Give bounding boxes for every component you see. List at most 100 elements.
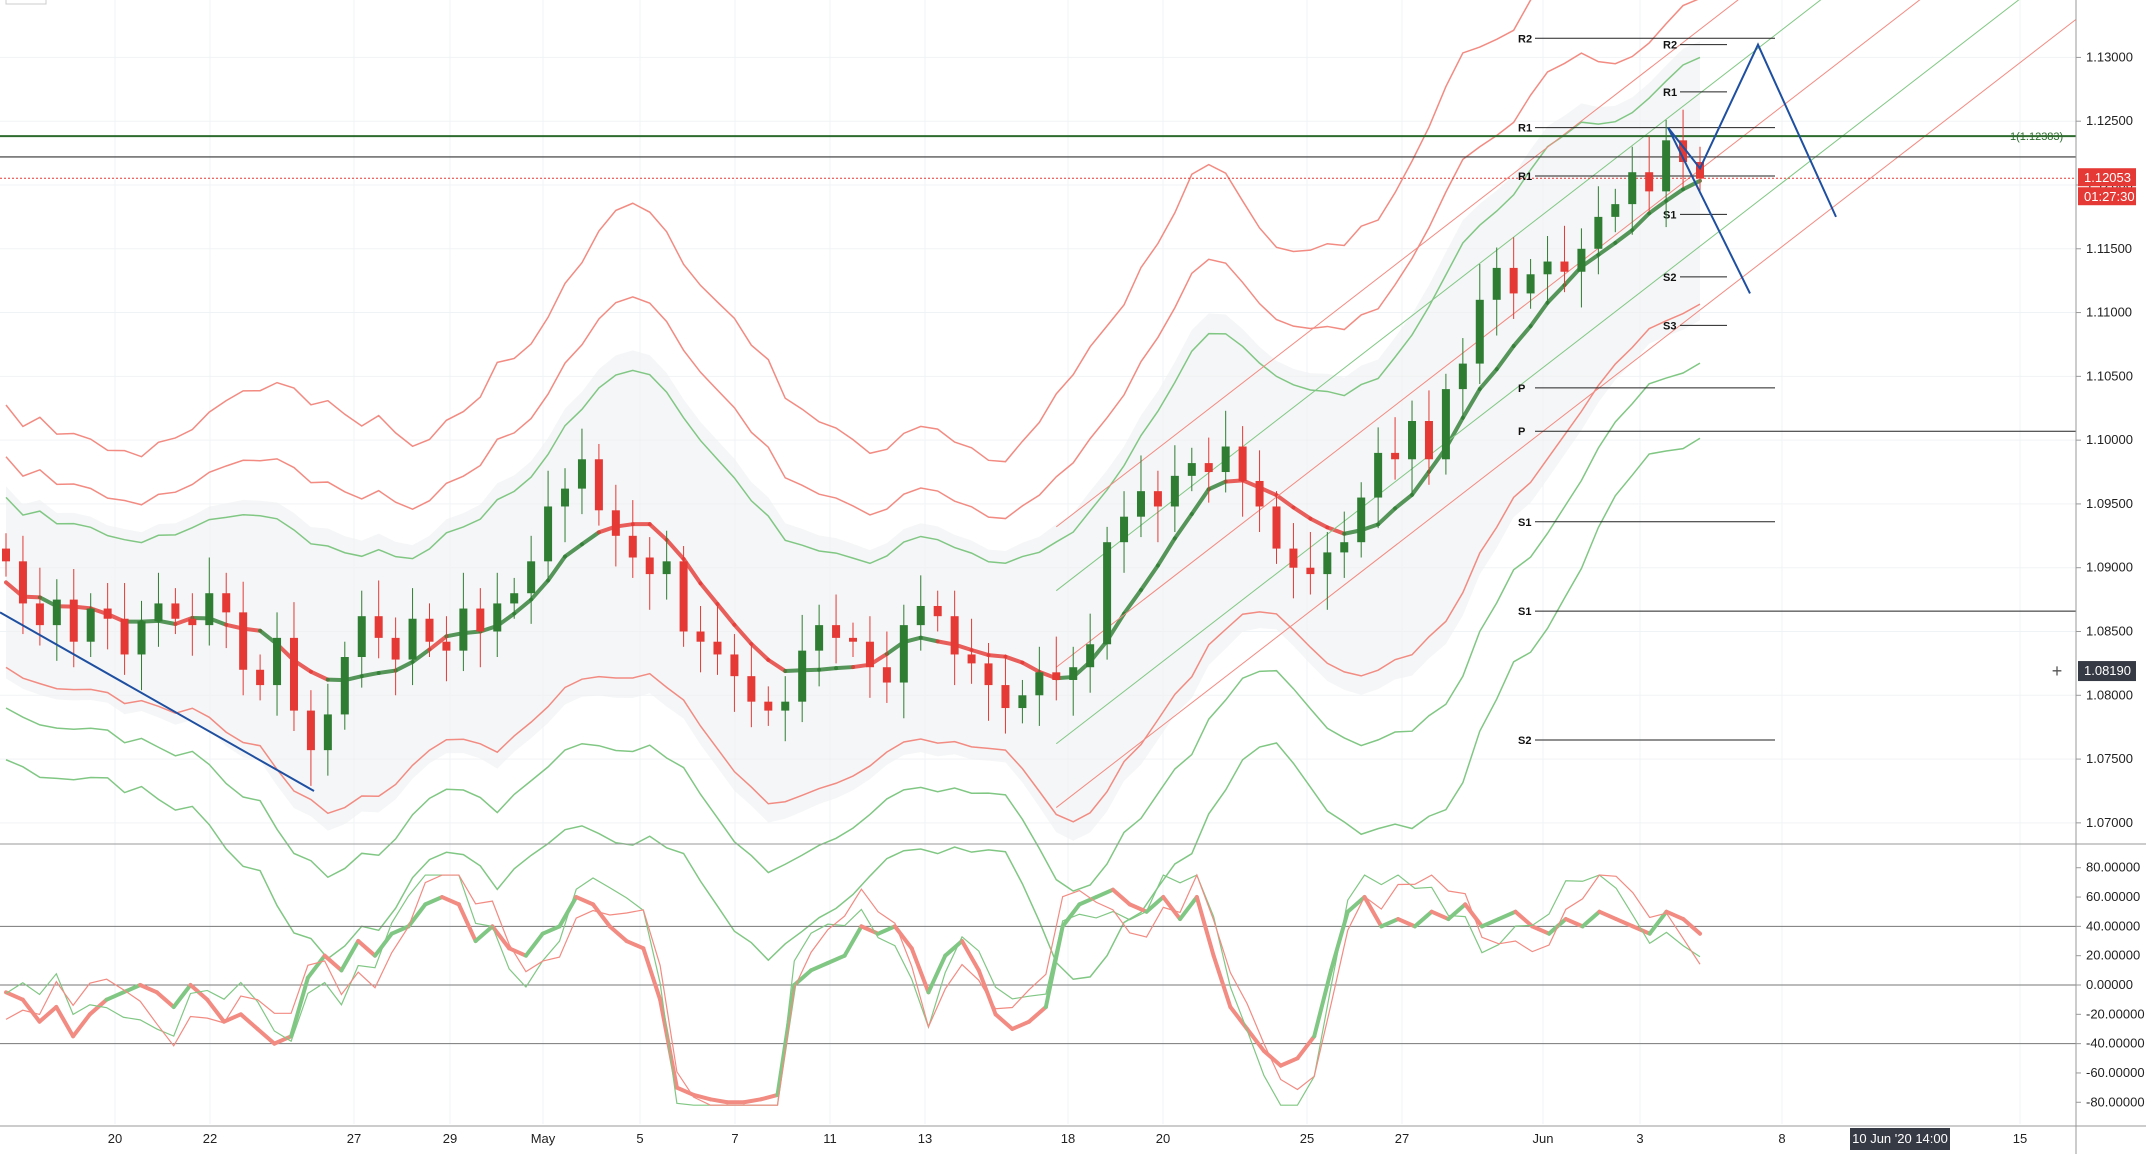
candle-body xyxy=(323,714,332,751)
candle-body xyxy=(1577,248,1586,272)
trend-lines[interactable] xyxy=(0,42,1837,792)
candle-body xyxy=(86,608,95,642)
channel-line xyxy=(1055,0,2020,745)
time-tick-label: May xyxy=(531,1131,556,1146)
osc-signal-segment xyxy=(37,1004,59,1024)
candle-body xyxy=(950,616,959,655)
candle-body xyxy=(1696,162,1704,179)
candle-body xyxy=(1035,672,1044,696)
basis-line-segment xyxy=(393,659,415,673)
basis-line-segment xyxy=(1494,344,1516,372)
basis-line-segment xyxy=(834,665,855,671)
candle-body xyxy=(1679,140,1688,163)
projection-path-up xyxy=(1667,42,1837,218)
basis-line-segment xyxy=(698,581,720,607)
osc-signal-segment xyxy=(289,975,310,1039)
osc-signal-segment xyxy=(909,946,931,995)
osc-signal-segment xyxy=(423,895,445,907)
candle-body xyxy=(764,701,773,711)
osc-signal-segment xyxy=(255,1026,277,1046)
osc-signal-segment xyxy=(1144,895,1166,914)
osc-signal-segment xyxy=(138,983,159,995)
basis-line-segment xyxy=(1325,525,1347,536)
osc-tick-label: -40.00000 xyxy=(2086,1036,2145,1051)
osc-signal-segment xyxy=(1043,924,1065,1009)
candle-body xyxy=(1238,446,1247,481)
candles xyxy=(2,109,1704,786)
osc-signal-segment xyxy=(1379,917,1401,929)
basis-line-segment xyxy=(546,554,568,583)
candle-body xyxy=(832,625,841,638)
osc-signal-segment xyxy=(1429,909,1451,922)
osc-signal-segment xyxy=(1530,924,1552,936)
pivot-label-short: R1 xyxy=(1663,87,1677,99)
candle-body xyxy=(1001,685,1010,709)
pivot-label-short: S2 xyxy=(1663,272,1676,284)
osc-signal-segment xyxy=(1580,909,1602,929)
candle-body xyxy=(459,608,468,651)
basis-line-segment xyxy=(1596,240,1618,257)
basis-line-segment xyxy=(1511,324,1533,349)
time-tick-label: 11 xyxy=(823,1131,837,1146)
osc-tick-label: -60.00000 xyxy=(2086,1065,2145,1080)
candle-body xyxy=(256,669,265,686)
basis-line-segment xyxy=(1274,493,1296,510)
projection-path-down xyxy=(1667,127,1751,294)
time-tick-label: 5 xyxy=(636,1131,643,1146)
time-tick-label: 3 xyxy=(1636,1131,1643,1146)
candle-body xyxy=(815,625,824,651)
candle-body xyxy=(798,650,807,702)
basis-line-segment xyxy=(1410,469,1431,497)
osc-tick-label: 40.00000 xyxy=(2086,918,2140,933)
basis-line-segment xyxy=(308,669,330,682)
candle-body xyxy=(1424,421,1433,460)
basis-line-segment xyxy=(1613,228,1635,245)
cursor-price-label: 1.08190 xyxy=(2084,663,2131,678)
osc-signal-segment xyxy=(691,1092,713,1102)
band-line xyxy=(5,0,1532,463)
candle-body xyxy=(306,710,315,751)
basis-line-segment xyxy=(1291,505,1313,521)
candle-body xyxy=(1120,516,1129,543)
pivot-label: R2 xyxy=(1518,33,1532,45)
price-tick-label: 1.07500 xyxy=(2086,751,2133,766)
basis-line-segment xyxy=(1460,387,1482,420)
osc-signal-segment xyxy=(54,1004,76,1039)
candle-body xyxy=(18,561,27,604)
basis-line-segment xyxy=(1664,187,1686,203)
osc-tick-label: 0.00000 xyxy=(2086,977,2133,992)
time-tick-label: 27 xyxy=(347,1131,361,1146)
time-tick-label: 13 xyxy=(918,1131,932,1146)
osc-signal-segment xyxy=(1127,902,1149,914)
basis-line-segment xyxy=(969,647,991,658)
basis-line-segment xyxy=(986,653,1008,659)
osc-signal-segment xyxy=(1194,895,1216,958)
basis-line-segment xyxy=(664,537,686,561)
candle-body xyxy=(1255,480,1264,507)
candle-body xyxy=(1662,140,1671,192)
osc-signal-segment xyxy=(104,990,126,1002)
basis-line-segment xyxy=(1477,367,1499,392)
candle-body xyxy=(1323,552,1332,575)
osc-signal-segment xyxy=(222,1012,243,1024)
basis-line-segment xyxy=(732,622,754,646)
pivot-label: S1 xyxy=(1518,517,1531,529)
band-line xyxy=(5,0,1699,520)
candle-body xyxy=(1272,506,1281,549)
time-tick-label: Jun xyxy=(1533,1131,1554,1146)
basis-line-segment xyxy=(156,618,178,627)
candle-body xyxy=(425,618,434,642)
horizontal-lines: 1(1.12383) xyxy=(0,131,2076,179)
candle-body xyxy=(188,618,197,626)
osc-signal-segment xyxy=(490,924,512,951)
candle-body xyxy=(1103,542,1112,645)
candle-body xyxy=(1018,695,1027,709)
osc-signal-segment xyxy=(389,924,411,936)
osc-signal-segment xyxy=(1496,909,1518,922)
osc-tick-label: -20.00000 xyxy=(2086,1006,2145,1021)
osc-signal-segment xyxy=(976,968,998,1017)
candle-body xyxy=(967,654,976,664)
osc-signal-segment xyxy=(1010,1019,1032,1031)
basis-line-segment xyxy=(1155,536,1177,568)
